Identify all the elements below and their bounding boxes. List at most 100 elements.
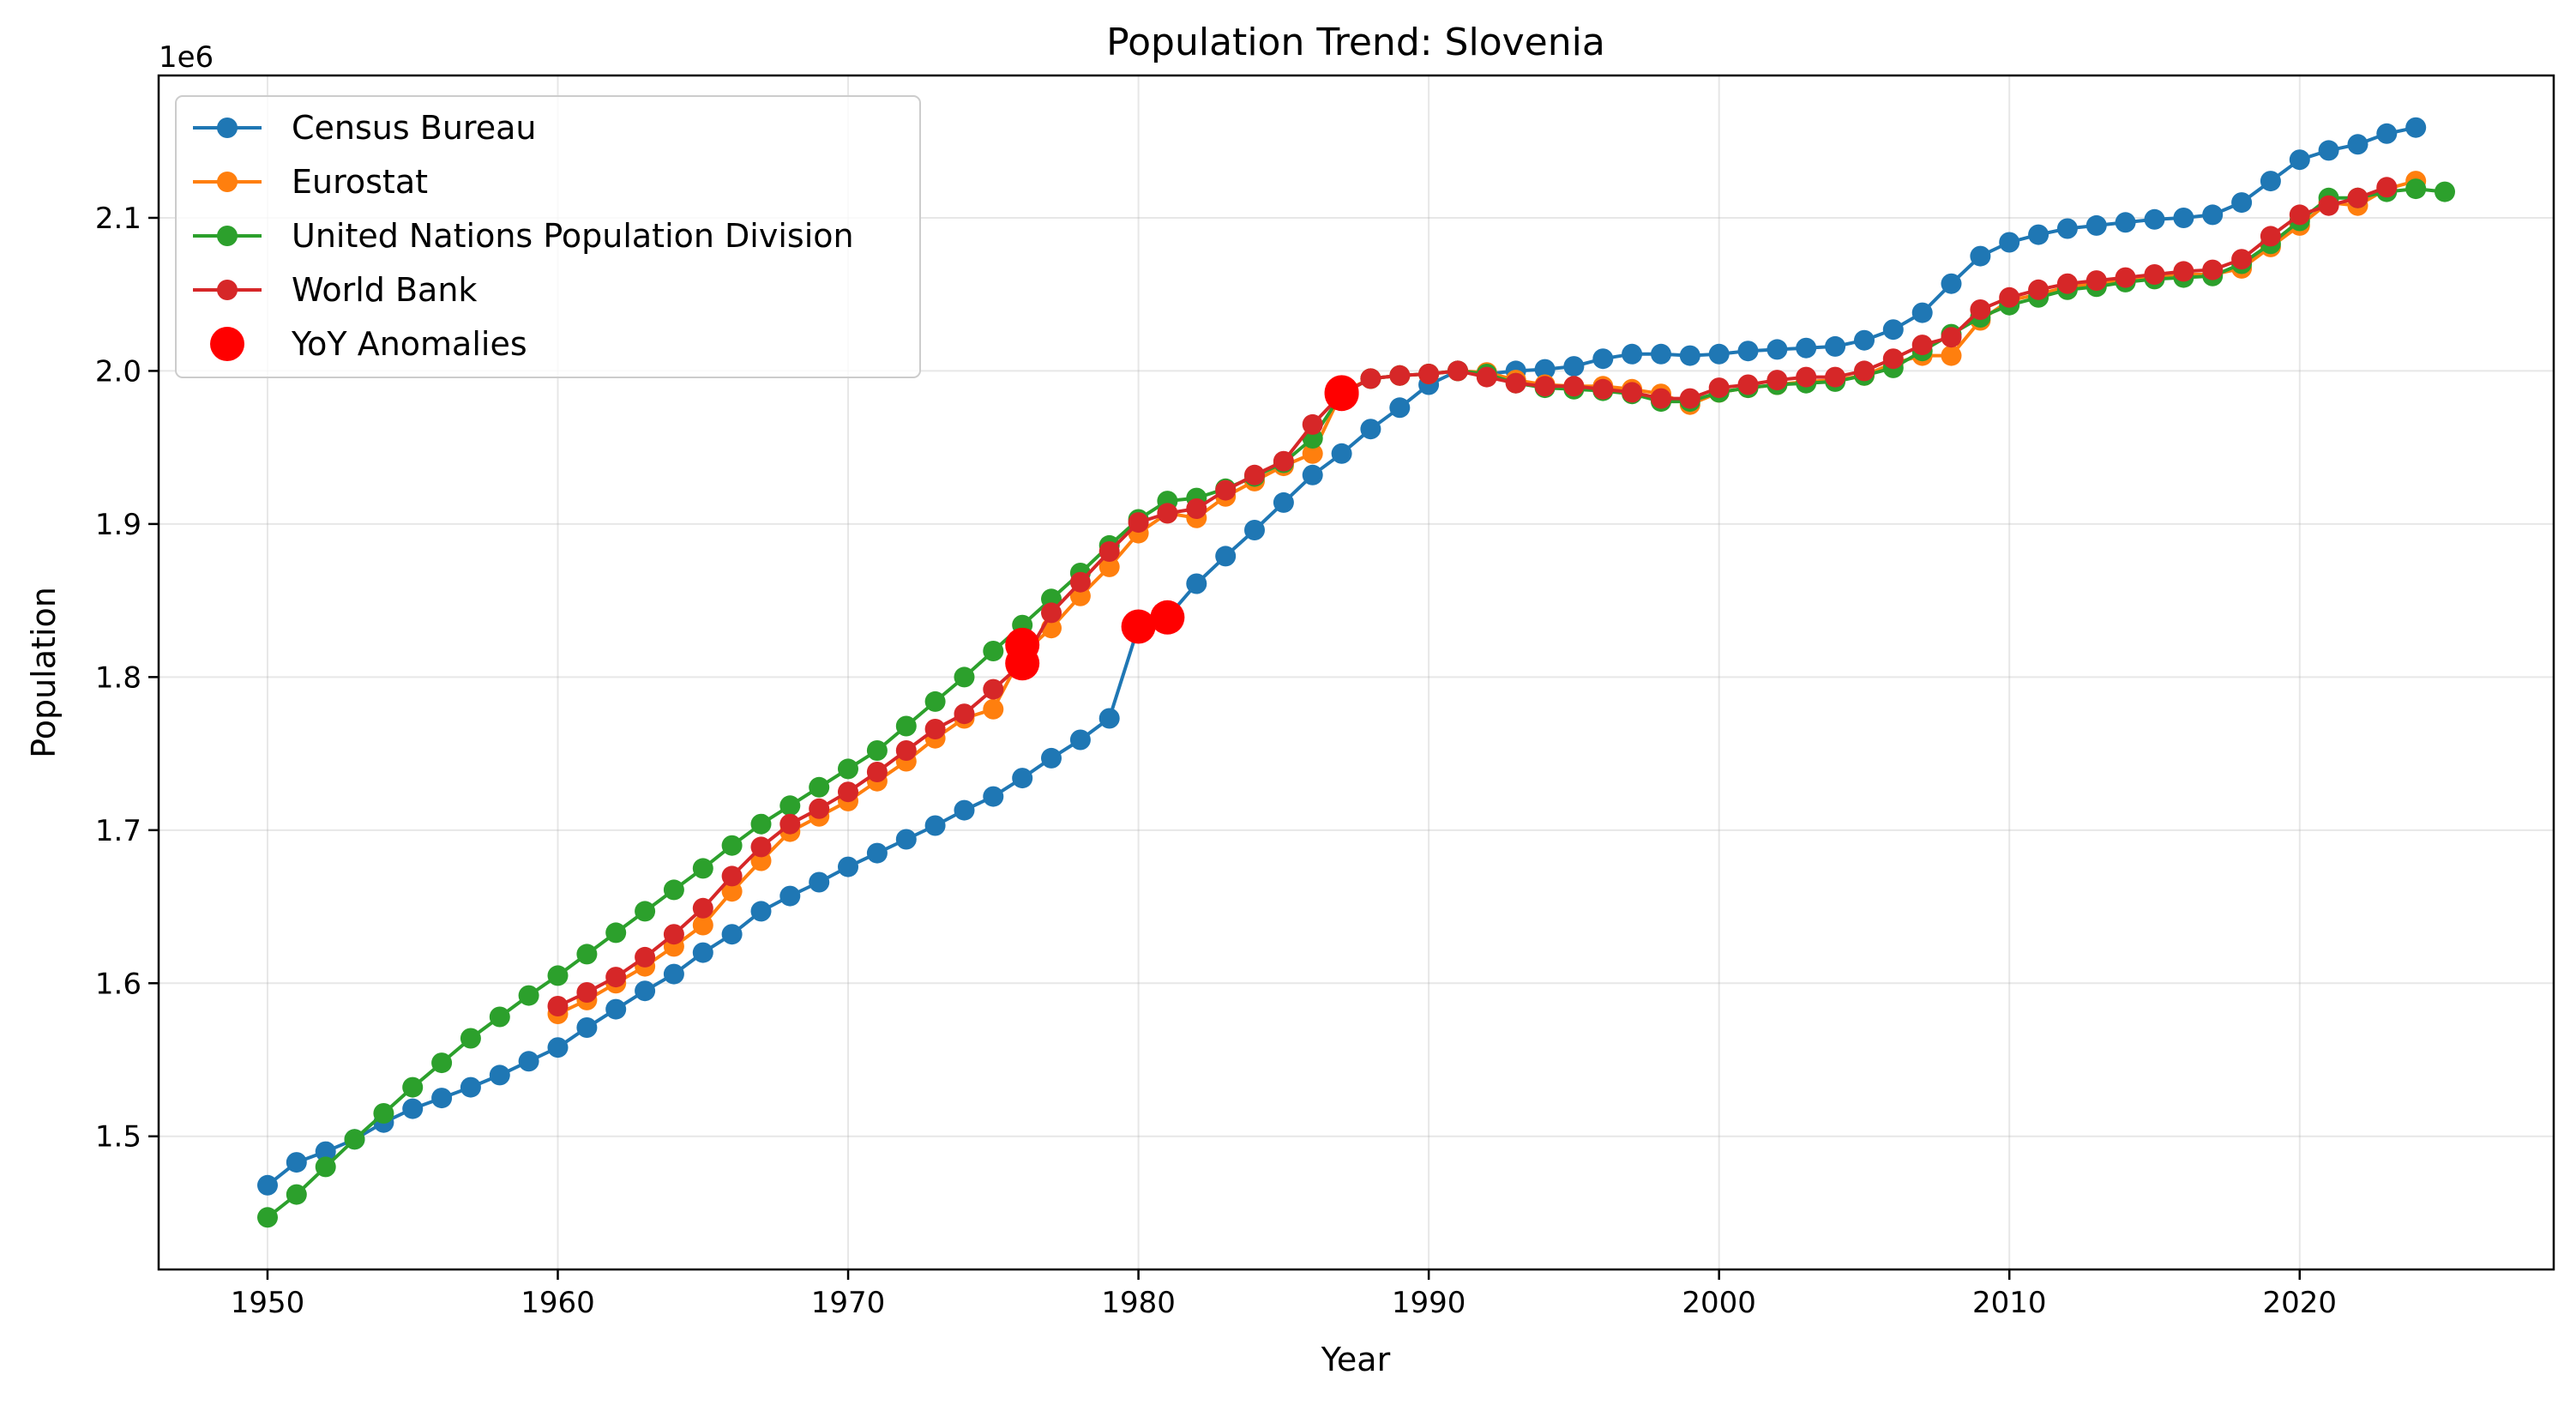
data-point <box>809 871 830 893</box>
legend-box <box>175 95 921 378</box>
data-point <box>605 922 627 944</box>
data-point <box>431 1052 453 1074</box>
data-point <box>576 982 598 1003</box>
data-point <box>924 815 946 836</box>
data-point <box>692 897 713 919</box>
data-point <box>2231 249 2253 270</box>
data-point <box>1244 464 1265 485</box>
data-point <box>1854 360 1875 382</box>
legend-item: United Nations Population Division <box>193 217 854 255</box>
data-point <box>838 856 858 877</box>
data-point <box>2144 208 2165 230</box>
data-point <box>2260 226 2281 247</box>
data-point <box>1041 747 1062 769</box>
y-tick-label: 2.1 <box>95 202 141 236</box>
anomaly-layer <box>1005 375 1359 681</box>
data-point <box>1911 335 1933 356</box>
x-tick-label: 2010 <box>1972 1286 2047 1320</box>
grid-layer <box>159 75 2554 1269</box>
data-point <box>1854 329 1875 351</box>
data-point <box>431 1088 453 1109</box>
data-point <box>1215 546 1237 567</box>
plot-frame <box>157 74 2555 1271</box>
data-point <box>605 967 627 988</box>
data-point <box>576 944 598 965</box>
data-point <box>2260 171 2281 192</box>
data-point <box>663 924 684 945</box>
data-point <box>315 1141 336 1162</box>
data-point <box>1679 345 1700 366</box>
data-point <box>2435 181 2455 202</box>
data-point <box>1941 327 1962 348</box>
y-tick-label: 2.0 <box>95 354 141 389</box>
data-point <box>489 1064 510 1086</box>
data-point <box>1476 366 1497 388</box>
data-point <box>1505 372 1526 394</box>
y-axis-label: Population <box>25 587 63 758</box>
data-point <box>983 678 1004 700</box>
data-point <box>2202 259 2224 280</box>
data-point <box>1128 512 1149 534</box>
legend-item: Census Bureau <box>193 109 536 147</box>
data-point <box>315 1156 336 1178</box>
data-point <box>1911 302 1933 323</box>
data-point <box>489 1006 510 1028</box>
data-point <box>1012 768 1033 789</box>
data-point <box>721 835 743 856</box>
data-point <box>1360 368 1381 389</box>
data-point <box>1534 359 1556 380</box>
data-point <box>1941 273 1962 294</box>
data-point <box>1592 348 1614 370</box>
data-point <box>2028 224 2049 245</box>
data-point <box>779 795 801 817</box>
data-point <box>2085 214 2107 236</box>
data-point <box>1622 382 1643 403</box>
data-point <box>1534 376 1556 397</box>
series-layer <box>257 117 2455 1228</box>
data-point <box>866 842 888 864</box>
data-point <box>721 865 743 887</box>
data-point <box>547 996 569 1016</box>
data-point <box>1651 388 1671 409</box>
data-point <box>1331 443 1352 464</box>
data-point <box>721 881 743 902</box>
data-point <box>1592 378 1614 400</box>
data-point <box>257 1207 278 1228</box>
data-point <box>576 1017 598 1038</box>
data-point <box>2289 149 2310 171</box>
data-point <box>518 985 539 1006</box>
data-point <box>2318 140 2339 161</box>
x-tick-label: 1990 <box>1392 1286 1466 1320</box>
legend-marker-swatch <box>217 118 238 138</box>
data-point <box>1708 343 1730 365</box>
data-point <box>895 740 917 761</box>
data-point <box>344 1129 365 1150</box>
data-point <box>1069 729 1091 751</box>
data-point <box>692 858 713 879</box>
data-point <box>373 1103 394 1124</box>
data-point <box>750 813 772 835</box>
data-point <box>2405 117 2427 138</box>
data-point <box>692 942 713 963</box>
data-point <box>402 1076 424 1098</box>
legend: Census Bureau Eurostat United Nations Popu… <box>175 95 921 378</box>
data-point <box>1244 520 1265 540</box>
data-point <box>1970 299 1991 320</box>
legend-marker-swatch <box>217 226 238 246</box>
data-point <box>2318 195 2339 216</box>
legend-marker-swatch <box>217 280 238 300</box>
legend-item: YoY Anomalies <box>210 325 527 363</box>
data-point <box>1098 556 1120 577</box>
data-point <box>954 666 975 688</box>
x-tick-label: 1960 <box>521 1286 595 1320</box>
tick-layer: 1950 1960 1970 1980 1990 2000 2010 2020 1.5 1.6 1.… <box>95 202 2337 1320</box>
data-point <box>1186 573 1207 594</box>
data-point <box>779 813 801 835</box>
data-point <box>1186 498 1207 519</box>
data-point <box>1098 541 1120 562</box>
data-point <box>1360 419 1381 440</box>
y-axis-offset-label: 1e6 <box>159 40 214 75</box>
legend-item: Eurostat <box>193 163 428 201</box>
data-point <box>2028 279 2049 300</box>
